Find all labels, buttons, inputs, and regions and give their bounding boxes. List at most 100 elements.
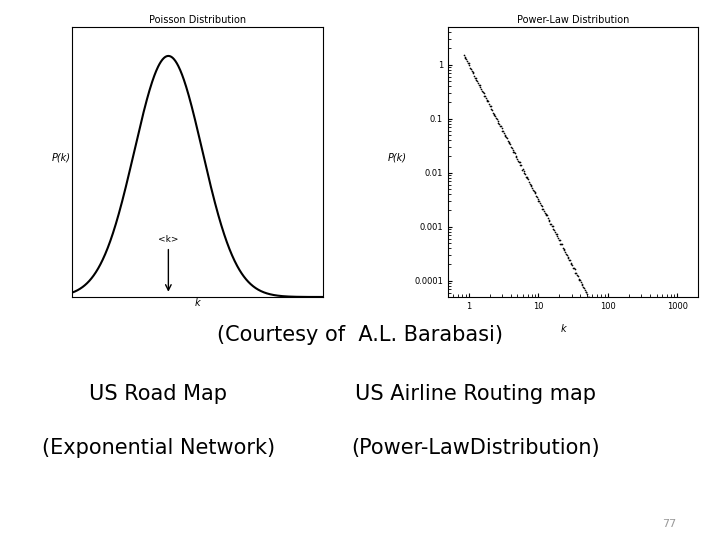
Point	[464, 63, 476, 72]
Point	[535, 200, 546, 209]
Point	[531, 193, 543, 201]
Point	[532, 194, 544, 203]
Point	[479, 91, 490, 100]
Point	[536, 204, 548, 213]
Text: (Power-LawDistribution): (Power-LawDistribution)	[351, 438, 600, 458]
Point	[554, 236, 565, 245]
Point	[574, 276, 585, 285]
Point	[468, 72, 480, 80]
Point	[577, 281, 588, 289]
Point	[515, 161, 526, 170]
Point	[527, 185, 539, 194]
Point	[573, 274, 585, 283]
Point	[584, 295, 595, 304]
Point	[544, 217, 555, 226]
Point	[490, 111, 501, 120]
Point	[571, 270, 582, 279]
Point	[495, 122, 507, 131]
Point	[509, 149, 521, 158]
Point	[521, 173, 533, 181]
Point	[470, 74, 482, 83]
Point	[600, 327, 612, 336]
Point	[511, 154, 523, 163]
Point	[569, 265, 580, 274]
Point	[475, 84, 487, 93]
Point	[539, 208, 551, 217]
Point	[477, 88, 488, 97]
Point	[492, 119, 504, 127]
Point	[594, 314, 606, 323]
Point	[459, 53, 471, 62]
Y-axis label: P(k): P(k)	[388, 152, 407, 162]
Point	[556, 239, 567, 248]
Point	[487, 106, 498, 114]
Point	[528, 188, 540, 197]
Point	[490, 113, 502, 122]
Point	[488, 110, 500, 118]
Point	[603, 332, 614, 340]
Point	[575, 278, 587, 286]
Point	[519, 170, 531, 178]
Point	[510, 152, 521, 160]
Point	[487, 109, 499, 117]
Point	[611, 348, 623, 356]
Text: 77: 77	[662, 519, 677, 529]
Text: (Courtesy of  A.L. Barabasi): (Courtesy of A.L. Barabasi)	[217, 325, 503, 345]
Point	[570, 269, 582, 278]
Point	[462, 59, 474, 68]
Point	[522, 174, 534, 183]
Point	[541, 211, 552, 219]
Point	[533, 197, 544, 205]
Point	[585, 297, 597, 306]
Point	[610, 346, 621, 355]
Point	[551, 230, 562, 239]
Point	[536, 202, 547, 211]
Point	[523, 175, 534, 184]
Point	[510, 152, 522, 161]
Point	[557, 244, 569, 252]
Point	[600, 325, 611, 333]
Point	[531, 192, 542, 200]
Point	[485, 105, 497, 114]
Point	[565, 259, 577, 267]
Point	[582, 293, 594, 301]
Point	[549, 228, 561, 237]
Point	[513, 157, 524, 165]
Point	[583, 293, 595, 301]
Point	[545, 220, 557, 229]
Point	[480, 92, 491, 100]
Point	[482, 97, 494, 105]
Point	[474, 83, 486, 92]
Point	[588, 303, 600, 312]
Point	[474, 80, 485, 89]
Point	[464, 61, 475, 70]
Point	[513, 157, 525, 166]
Point	[568, 264, 580, 273]
Point	[482, 97, 493, 106]
Point	[524, 179, 536, 188]
Title: Poisson Distribution: Poisson Distribution	[149, 15, 246, 25]
Point	[459, 52, 470, 61]
Point	[552, 233, 564, 242]
Point	[506, 144, 518, 153]
Point	[534, 197, 545, 206]
Point	[578, 284, 590, 293]
Point	[526, 181, 537, 190]
Point	[585, 296, 596, 305]
Point	[549, 226, 560, 234]
Point	[483, 100, 495, 109]
Point	[572, 271, 583, 280]
Point	[608, 341, 619, 349]
Point	[505, 140, 516, 149]
Text: (Exponential Network): (Exponential Network)	[42, 438, 275, 458]
Point	[614, 355, 626, 363]
Point	[608, 341, 620, 350]
Point	[602, 329, 613, 338]
Point	[567, 264, 579, 272]
Point	[523, 178, 535, 186]
Point	[505, 143, 517, 151]
Point	[613, 353, 625, 361]
Point	[596, 319, 608, 328]
Point	[471, 76, 482, 85]
Point	[598, 322, 609, 331]
